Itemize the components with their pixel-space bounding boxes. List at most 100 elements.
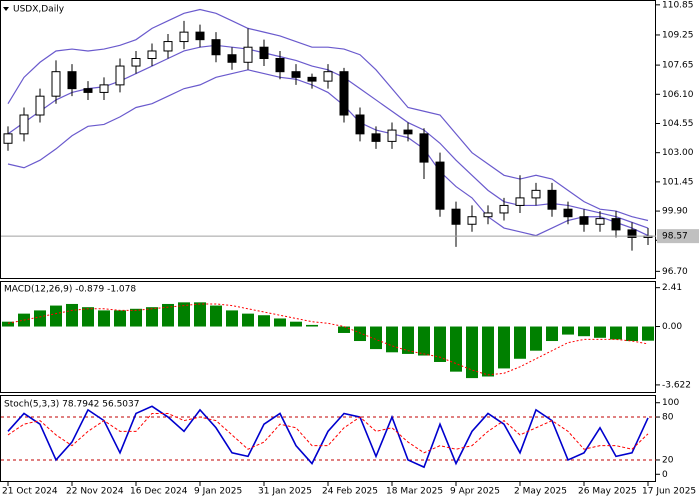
y-tick-label: 80 bbox=[662, 413, 674, 423]
macd-bar bbox=[130, 308, 142, 327]
macd-bar bbox=[498, 326, 510, 369]
candle-body bbox=[51, 71, 61, 97]
candle-body bbox=[243, 46, 253, 63]
chart-title: USDX,Daily bbox=[13, 5, 65, 15]
y-tick-label: 109.25 bbox=[662, 30, 694, 40]
y-tick-label: 0.00 bbox=[662, 322, 682, 332]
candle-body bbox=[595, 218, 605, 225]
y-tick-label: 101.45 bbox=[662, 177, 694, 187]
macd-bar bbox=[50, 305, 62, 327]
macd-bar bbox=[274, 318, 286, 327]
y-tick-label: 100 bbox=[662, 398, 679, 408]
candle-body bbox=[515, 197, 525, 206]
candle-body bbox=[147, 50, 157, 60]
macd-bar bbox=[98, 310, 110, 327]
x-tick-label: 9 Apr 2025 bbox=[450, 487, 500, 497]
candle-body bbox=[291, 71, 301, 78]
y-tick-label: 96.70 bbox=[662, 267, 688, 277]
macd-bar bbox=[562, 326, 574, 335]
macd-bar bbox=[306, 324, 318, 327]
candle-body bbox=[179, 31, 189, 43]
candle-body bbox=[275, 58, 285, 73]
candle-body bbox=[115, 65, 125, 86]
candle-body bbox=[451, 208, 461, 225]
macd-bar bbox=[194, 302, 206, 327]
macd-bar bbox=[82, 307, 94, 327]
macd-title: MACD(12,26,9) -0.879 -1.078 bbox=[4, 285, 136, 295]
y-tick-label: 110.85 bbox=[662, 0, 694, 10]
candle-body bbox=[387, 129, 397, 142]
candle-body bbox=[563, 208, 573, 218]
stoch-line bbox=[7, 412, 649, 454]
bollinger-band bbox=[7, 8, 649, 222]
y-tick-label: 104.55 bbox=[662, 119, 694, 129]
macd-bar bbox=[418, 326, 430, 356]
macd-bar bbox=[610, 326, 622, 340]
macd-bar bbox=[466, 326, 478, 379]
candle-body bbox=[35, 95, 45, 116]
x-tick-label: 22 Nov 2024 bbox=[66, 487, 124, 497]
candle-body bbox=[307, 76, 317, 82]
macd-bar bbox=[450, 326, 462, 372]
candle-body bbox=[67, 71, 77, 90]
candle-body bbox=[355, 114, 365, 135]
macd-bar bbox=[354, 326, 366, 342]
y-tick-label: 106.10 bbox=[662, 90, 694, 100]
macd-bar bbox=[146, 307, 158, 327]
macd-bar bbox=[386, 326, 398, 353]
y-tick-label: 107.65 bbox=[662, 61, 694, 71]
candle-body bbox=[483, 212, 493, 218]
macd-bar bbox=[258, 315, 270, 327]
y-tick-label: 103.00 bbox=[662, 148, 694, 158]
symbol-arrow bbox=[3, 7, 9, 11]
candle-body bbox=[371, 133, 381, 142]
x-tick-label: 24 Feb 2025 bbox=[322, 487, 378, 497]
macd-bar bbox=[114, 310, 126, 327]
candle-body bbox=[211, 39, 221, 56]
macd-bar bbox=[482, 326, 494, 377]
x-tick-label: 17 Jun 2025 bbox=[642, 487, 696, 497]
y-tick-label: 2.41 bbox=[662, 283, 682, 293]
last-price-box bbox=[657, 229, 699, 244]
candle-body bbox=[435, 161, 445, 210]
x-tick-label: 16 Dec 2024 bbox=[130, 487, 188, 497]
macd-bar bbox=[242, 313, 254, 327]
macd-bar bbox=[210, 305, 222, 327]
stoch-title: Stoch(5,3,3) 78.7942 56.5037 bbox=[4, 400, 139, 410]
y-tick-label: -3.622 bbox=[662, 380, 691, 390]
macd-bar bbox=[530, 326, 542, 351]
x-tick-label: 21 Oct 2024 bbox=[2, 487, 58, 497]
macd-bar bbox=[178, 302, 190, 327]
macd-panel-frame bbox=[0, 281, 656, 393]
candle-body bbox=[323, 71, 333, 82]
candle-body bbox=[611, 218, 621, 231]
macd-bar bbox=[402, 326, 414, 354]
candle-body bbox=[467, 216, 477, 225]
macd-bar bbox=[514, 326, 526, 359]
macd-bar bbox=[594, 326, 606, 338]
candle-body bbox=[579, 216, 589, 225]
x-tick-label: 31 Jan 2025 bbox=[258, 487, 312, 497]
macd-bar bbox=[226, 310, 238, 327]
x-tick-label: 26 May 2025 bbox=[578, 487, 637, 497]
candle-body bbox=[227, 54, 237, 63]
macd-bar bbox=[370, 326, 382, 350]
macd-bar bbox=[626, 326, 638, 342]
y-tick-label: 0 bbox=[662, 470, 668, 480]
last-price-label: 98.57 bbox=[662, 232, 688, 242]
candle-body bbox=[403, 129, 413, 135]
x-tick-label: 2 May 2025 bbox=[514, 487, 567, 497]
macd-bar bbox=[578, 326, 590, 337]
y-tick-label: 20 bbox=[662, 455, 674, 465]
macd-signal bbox=[7, 303, 649, 376]
candle-body bbox=[339, 71, 349, 116]
candle-body bbox=[531, 189, 541, 199]
macd-bar bbox=[434, 326, 446, 362]
x-tick-label: 18 Mar 2025 bbox=[386, 487, 443, 497]
candle-body bbox=[627, 229, 637, 238]
candle-body bbox=[99, 84, 109, 93]
macd-bar bbox=[66, 303, 78, 327]
macd-bar bbox=[162, 303, 174, 327]
